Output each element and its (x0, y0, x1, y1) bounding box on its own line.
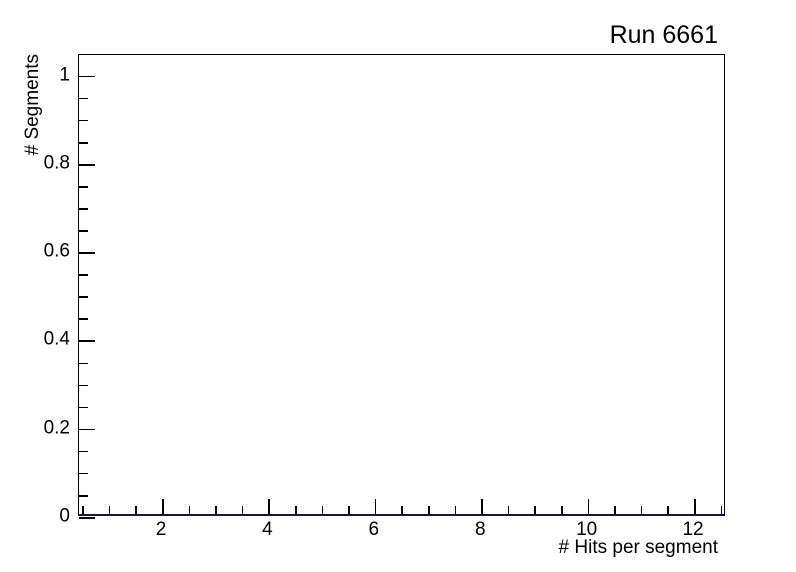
y-tick-minor (79, 494, 88, 497)
y-tick-label: 1 (59, 64, 70, 86)
y-tick-label: 0.6 (43, 240, 70, 262)
y-tick-minor (79, 97, 88, 100)
x-tick-minor (241, 506, 244, 515)
x-tick-minor (295, 506, 297, 515)
x-tick-major (481, 499, 483, 515)
x-tick-label: 4 (262, 519, 273, 540)
x-tick-minor (82, 506, 84, 515)
x-tick-minor (108, 506, 111, 515)
y-tick-minor (79, 208, 88, 210)
x-tick-major (162, 499, 164, 515)
y-axis-title: # Segments (4, 54, 43, 204)
page-title: Run 6661 (609, 21, 718, 49)
plot-frame (78, 54, 725, 519)
y-tick-minor (79, 119, 88, 122)
x-tick-minor (321, 506, 324, 515)
y-tick-major (79, 252, 95, 254)
y-tick-major (79, 163, 95, 166)
x-tick-minor (534, 506, 537, 515)
y-tick-label: 0 (59, 505, 70, 527)
y-tick-label: 0.2 (43, 417, 70, 439)
x-tick-label: 8 (474, 519, 486, 540)
y-tick-minor (79, 274, 88, 276)
y-tick-major (79, 517, 95, 519)
x-tick-minor (428, 506, 430, 515)
y-tick-minor (79, 296, 88, 298)
x-tick-minor (188, 506, 191, 515)
y-axis-tick-labels: 0 0.2 0.4 0.6 0.8 1 (0, 0, 70, 572)
x-tick-minor (401, 506, 404, 515)
x-tick-minor (640, 506, 643, 515)
y-tick-major (79, 75, 95, 78)
y-tick-minor (79, 406, 88, 409)
x-axis-line (78, 514, 725, 517)
y-tick-major (79, 428, 95, 431)
x-tick-label: 12 (682, 519, 704, 540)
x-tick-label: 2 (155, 519, 167, 540)
x-tick-minor (507, 506, 510, 515)
x-tick-minor (614, 506, 616, 515)
y-tick-major (79, 340, 95, 343)
y-tick-minor (79, 450, 88, 453)
x-axis-title: # Hits per segment (558, 537, 718, 558)
x-tick-minor (720, 506, 723, 515)
x-tick-major (268, 499, 270, 515)
y-tick-label: 0.8 (43, 152, 70, 174)
x-tick-major (694, 499, 696, 515)
y-tick-minor (79, 141, 88, 144)
y-tick-minor (79, 472, 88, 475)
x-tick-label: 10 (576, 519, 598, 540)
y-tick-minor (79, 362, 88, 365)
x-tick-minor (667, 506, 670, 515)
x-tick-major (374, 499, 377, 515)
y-tick-minor (79, 230, 88, 232)
x-tick-minor (215, 506, 217, 515)
y-tick-minor (79, 384, 88, 387)
x-tick-label: 6 (368, 519, 380, 540)
x-tick-minor (135, 506, 137, 515)
x-tick-minor (348, 506, 350, 515)
y-tick-minor (79, 186, 88, 188)
y-tick-label: 0.4 (43, 328, 70, 350)
y-tick-minor (79, 318, 88, 321)
x-tick-minor (561, 506, 563, 515)
x-tick-minor (454, 506, 457, 515)
x-tick-major (587, 499, 590, 515)
y-axis-title-text: # Segments (22, 54, 43, 156)
